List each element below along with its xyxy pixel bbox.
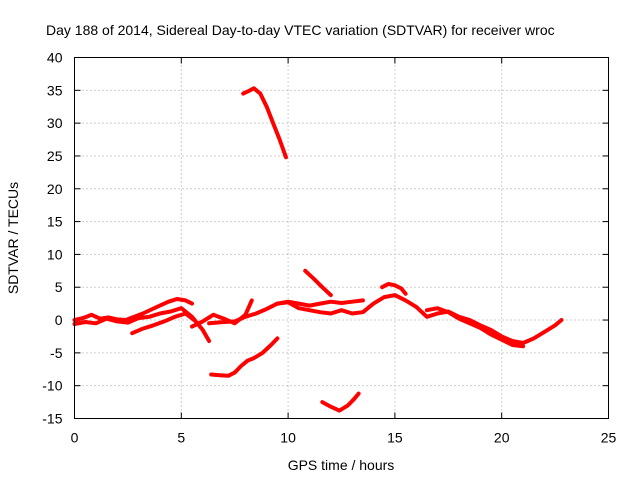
data-series — [72, 86, 564, 413]
y-tick-label: 35 — [47, 82, 63, 98]
series-arc-3 — [130, 311, 197, 336]
y-axis-label: SDTVAR / TECUs — [5, 182, 21, 294]
chart-title: Day 188 of 2014, Sidereal Day-to-day VTE… — [46, 22, 555, 38]
series-arc-12 — [320, 391, 361, 413]
x-tick-label: 5 — [177, 430, 185, 446]
y-tick-label: 0 — [55, 312, 63, 328]
y-tick-label: 25 — [47, 148, 63, 164]
y-tick-label: 40 — [47, 50, 63, 66]
y-tick-labels: -15 -10 -5 0 5 10 15 20 25 30 35 40 — [42, 50, 62, 427]
x-tick-label: 15 — [387, 430, 403, 446]
series-arc-10 — [241, 86, 288, 160]
series-arc-8 — [380, 281, 408, 296]
y-tick-label: 20 — [47, 181, 63, 197]
x-axis-label: GPS time / hours — [288, 457, 395, 473]
x-tick-label: 20 — [494, 430, 510, 446]
x-tick-label: 25 — [601, 430, 617, 446]
series-arc-11 — [209, 336, 280, 378]
series-arc-1 — [72, 297, 194, 322]
series-arc-6 — [275, 293, 564, 345]
series-arc-7 — [424, 306, 526, 349]
plot-frame — [74, 57, 609, 419]
series-arc-9 — [303, 268, 333, 298]
axis-ticks — [74, 57, 609, 419]
y-tick-label: 15 — [47, 214, 63, 230]
x-tick-label: 10 — [280, 430, 296, 446]
grid — [74, 57, 609, 419]
y-tick-label: -10 — [42, 378, 62, 394]
y-tick-label: 10 — [47, 246, 63, 262]
x-tick-labels: 0 5 10 15 20 25 — [71, 430, 617, 446]
y-tick-label: -15 — [42, 411, 62, 427]
x-tick-label: 0 — [71, 430, 79, 446]
y-tick-label: -5 — [50, 345, 63, 361]
y-tick-label: 30 — [47, 115, 63, 131]
y-tick-label: 5 — [55, 279, 63, 295]
